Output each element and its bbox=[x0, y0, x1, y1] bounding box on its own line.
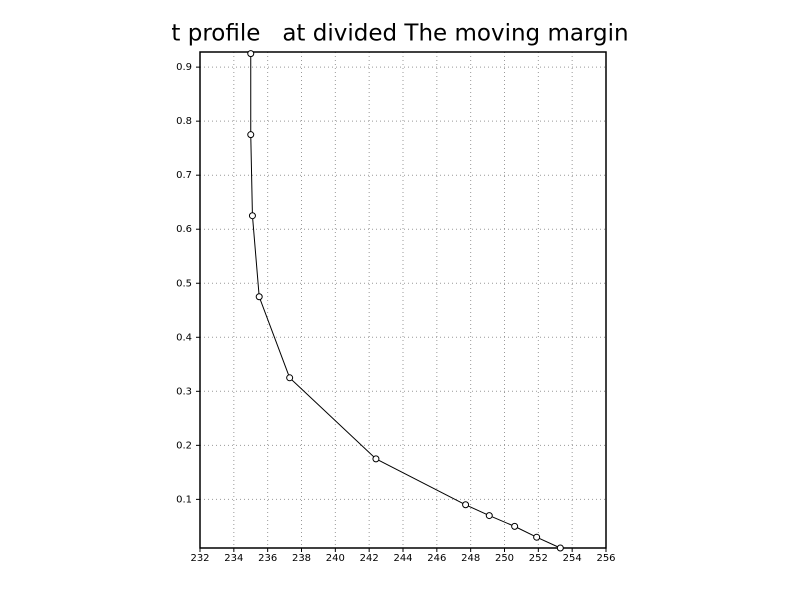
x-tick-label: 238 bbox=[292, 553, 311, 564]
y-tick-label: 0.5 bbox=[176, 278, 192, 289]
data-point bbox=[372, 455, 380, 463]
data-point bbox=[556, 544, 564, 552]
data-point bbox=[247, 50, 255, 58]
y-tick-label: 0.9 bbox=[176, 62, 192, 73]
data-point bbox=[247, 131, 255, 139]
x-tick-label: 250 bbox=[495, 553, 514, 564]
x-tick-label: 236 bbox=[258, 553, 277, 564]
x-tick-label: 244 bbox=[393, 553, 412, 564]
data-point bbox=[248, 212, 256, 220]
y-tick-label: 0.4 bbox=[176, 332, 192, 343]
x-tick-label: 240 bbox=[326, 553, 345, 564]
data-point bbox=[462, 501, 470, 509]
data-point bbox=[485, 512, 493, 520]
y-tick-label: 0.2 bbox=[176, 440, 192, 451]
chart-title: t profile at divided The moving margin bbox=[171, 21, 628, 47]
data-point bbox=[533, 533, 541, 541]
x-tick-label: 248 bbox=[461, 553, 480, 564]
data-point bbox=[511, 522, 519, 530]
y-tick-label: 0.8 bbox=[176, 116, 192, 127]
y-tick-label: 0.7 bbox=[176, 170, 192, 181]
data-point bbox=[255, 293, 263, 301]
y-tick-label: 0.1 bbox=[176, 494, 192, 505]
plot-frame bbox=[199, 51, 607, 549]
x-tick-label: 252 bbox=[529, 553, 548, 564]
data-line bbox=[250, 53, 561, 549]
y-tick-label: 0.6 bbox=[176, 224, 192, 235]
x-tick-label: 232 bbox=[190, 553, 209, 564]
x-tick-label: 242 bbox=[360, 553, 379, 564]
x-tick-label: 256 bbox=[596, 553, 615, 564]
y-tick-label: 0.3 bbox=[176, 386, 192, 397]
x-tick-label: 246 bbox=[427, 553, 446, 564]
x-tick-label: 234 bbox=[224, 553, 243, 564]
x-tick-label: 254 bbox=[563, 553, 582, 564]
data-point bbox=[286, 374, 294, 382]
